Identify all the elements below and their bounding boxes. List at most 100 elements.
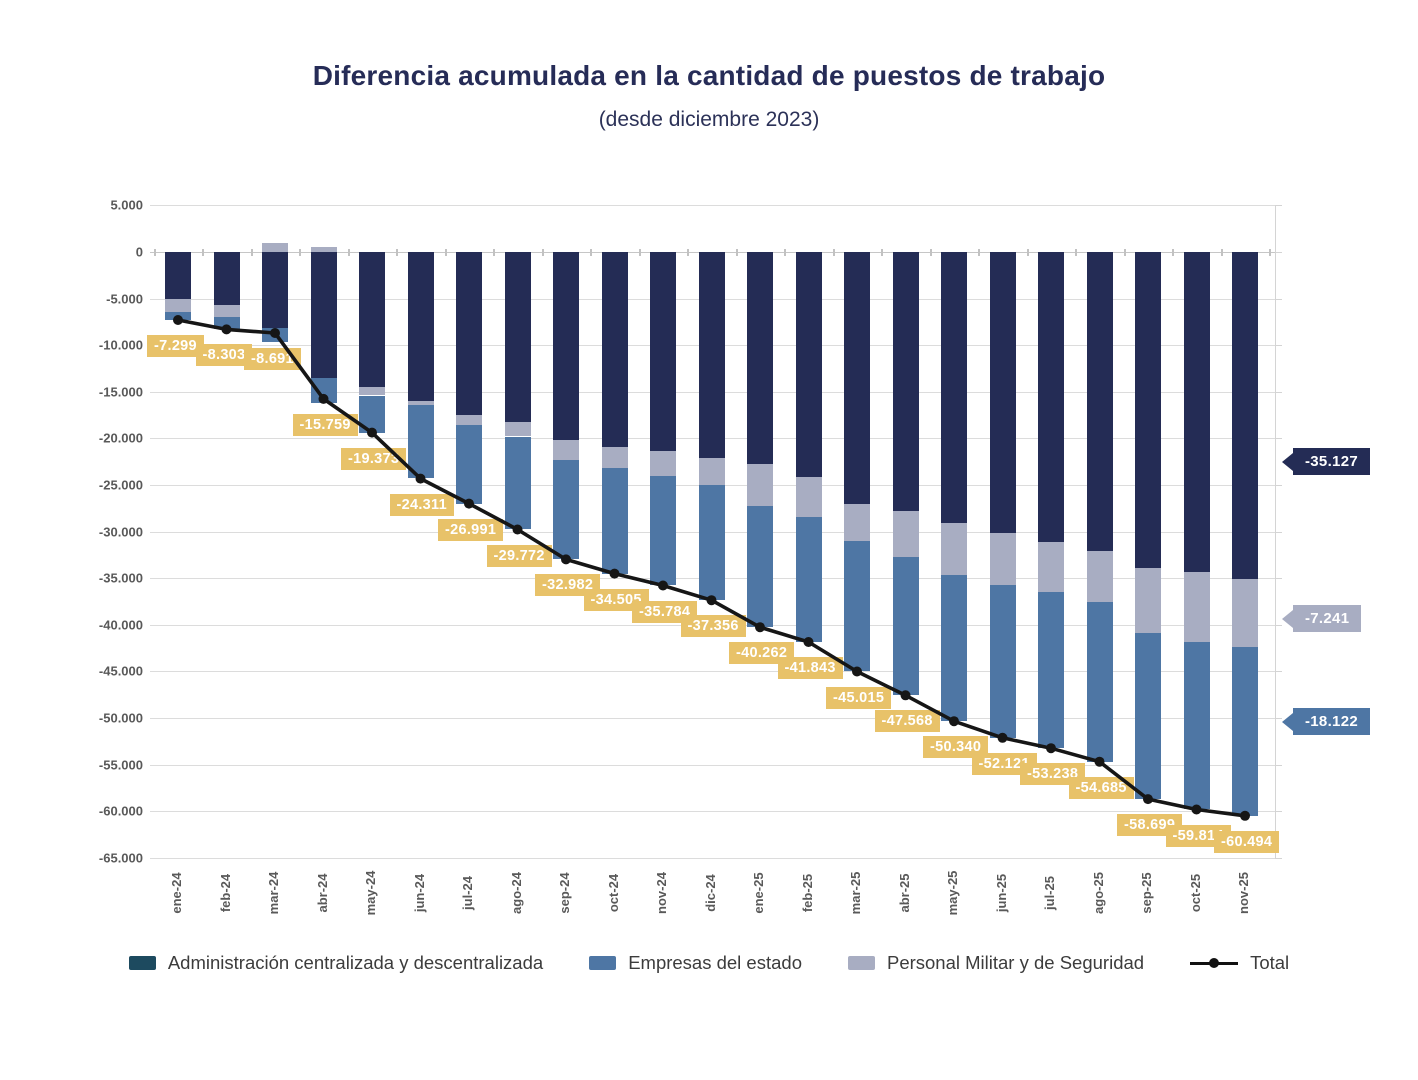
bar-segment-militar: [1135, 567, 1161, 634]
y-axis-tick-label: -45.000: [98, 663, 143, 679]
bar-segment-militar: [747, 463, 773, 507]
category-axis-tick: [1075, 249, 1078, 256]
gridline: [150, 205, 1275, 207]
category-axis-tick: [1172, 249, 1175, 256]
y-axis-tick-label: 5.000: [110, 197, 143, 213]
total-value-label: -15.759: [292, 413, 358, 436]
total-value-label: -8.691: [244, 348, 301, 370]
right-axis-tick: [1275, 345, 1282, 347]
category-axis-tick: [929, 249, 932, 256]
x-axis-label: mar-25: [848, 871, 863, 915]
y-axis-tick-label: -60.000: [98, 803, 143, 819]
bar-segment-admin: [262, 252, 288, 329]
bar-segment-admin: [892, 252, 919, 512]
bar-segment-admin: [1183, 252, 1210, 572]
x-axis-label: jul-24: [460, 876, 475, 910]
legend-swatch-militar: [847, 956, 875, 970]
x-axis-label: abr-25: [896, 873, 912, 913]
x-axis-label: sep-24: [557, 872, 572, 914]
gridline: [150, 857, 1275, 859]
bar-segment-admin: [601, 252, 628, 447]
bar-segment-militar: [601, 446, 628, 469]
category-axis-tick: [881, 249, 884, 256]
x-axis-label: feb-25: [799, 873, 815, 913]
bar-segment-militar: [941, 523, 967, 576]
series-callout-admin: -35.127: [1282, 448, 1370, 475]
bar-segment-militar: [844, 503, 870, 541]
y-axis-tick-label: -65.000: [98, 850, 143, 866]
bar-segment-empresas: [553, 459, 579, 560]
chart-subtitle: (desde diciembre 2023): [598, 108, 820, 131]
right-axis-tick: [1275, 485, 1282, 486]
y-axis-tick-label: -35.000: [98, 570, 143, 586]
bar-segment-admin: [407, 252, 434, 402]
right-axis-tick: [1275, 624, 1282, 626]
bar-segment-admin: [1086, 252, 1113, 552]
x-axis-label: may-25: [945, 870, 960, 916]
bar-segment-empresas: [1183, 641, 1210, 810]
bar-segment-empresas: [504, 436, 531, 530]
total-value-label: -37.356: [680, 615, 746, 638]
bar-segment-admin: [747, 252, 773, 464]
callout-arrow-icon: [1282, 452, 1293, 471]
total-value-label: -47.568: [874, 710, 940, 733]
x-axis-label: may-24: [363, 870, 378, 916]
category-axis-tick: [250, 249, 253, 256]
right-axis-tick: [1275, 857, 1282, 859]
legend-swatch-administracion: [128, 956, 156, 970]
category-axis-tick: [541, 249, 544, 256]
callout-value: -7.241: [1293, 605, 1362, 632]
bar-segment-empresas: [407, 404, 434, 479]
x-axis-label: jun-25: [993, 873, 1009, 913]
bar-segment-militar: [262, 242, 288, 252]
total-value-label: -54.685: [1068, 776, 1134, 799]
category-axis-tick: [1123, 249, 1126, 256]
right-axis-tick: [1275, 205, 1282, 207]
category-axis-tick: [1220, 249, 1223, 256]
category-axis-tick: [347, 249, 350, 256]
bar-segment-admin: [698, 252, 725, 458]
y-axis-tick-label: -40.000: [98, 617, 143, 633]
bar-segment-militar: [1183, 571, 1210, 642]
y-axis-tick-label: -20.000: [98, 430, 143, 446]
total-value-label: -24.311: [389, 493, 454, 516]
bar-segment-admin: [844, 252, 870, 504]
category-axis-tick: [299, 249, 302, 256]
legend-swatch-empresas: [589, 956, 617, 970]
category-axis-tick: [687, 249, 690, 256]
legend: Administración centralizada y descentral…: [0, 952, 1418, 974]
legend-item-total: Total: [1190, 952, 1289, 974]
category-axis-tick: [735, 249, 738, 256]
bar-segment-empresas: [941, 575, 967, 722]
total-value-label: -19.373: [341, 447, 407, 470]
bar-segment-admin: [504, 252, 531, 422]
bar-segment-admin: [1038, 252, 1064, 542]
total-line-icon: [1190, 956, 1239, 970]
bar-segment-militar: [165, 298, 191, 312]
y-axis-tick-label: 0: [135, 244, 143, 260]
series-callout-empresas: -18.122: [1282, 708, 1370, 735]
bar-segment-militar: [213, 305, 240, 318]
bar-segment-militar: [650, 451, 676, 476]
x-axis-label: abr-24: [314, 873, 330, 913]
total-value-label: -41.843: [777, 657, 843, 679]
right-axis-tick: [1275, 578, 1282, 580]
right-axis-tick: [1275, 671, 1282, 673]
x-axis-label: nov-24: [654, 872, 669, 914]
bar-segment-militar: [698, 458, 725, 485]
category-axis-tick: [638, 249, 641, 256]
category-axis-tick: [493, 249, 496, 256]
right-axis-tick: [1275, 764, 1282, 766]
right-axis-tick: [1275, 438, 1282, 440]
y-axis-tick-label: -50.000: [98, 710, 143, 726]
bar-segment-empresas: [650, 475, 676, 586]
right-axis-tick: [1275, 718, 1282, 719]
bar-segment-empresas: [1232, 646, 1258, 816]
right-axis-tick: [1275, 252, 1282, 253]
bar-segment-militar: [359, 387, 385, 396]
x-axis-label: ene-25: [751, 872, 766, 914]
total-value-label: -29.772: [486, 544, 552, 567]
bar-segment-militar: [310, 247, 337, 252]
bar-segment-militar: [892, 511, 919, 557]
gridline: [150, 811, 1275, 813]
